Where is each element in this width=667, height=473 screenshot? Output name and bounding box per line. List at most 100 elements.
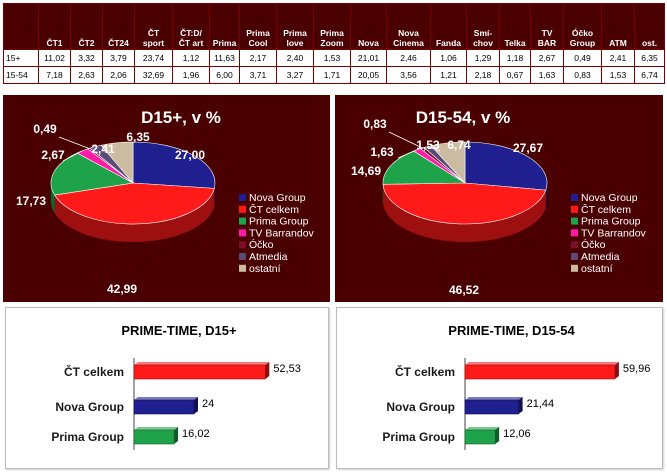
pie-slice xyxy=(50,152,134,196)
pie-leader-line xyxy=(58,136,90,149)
column-header: ČT:D/ ČT art xyxy=(172,3,210,50)
pie-data-label: 27,67 xyxy=(513,141,543,155)
pie-leader-line xyxy=(388,131,423,149)
column-header: Fanda xyxy=(430,3,467,50)
column-header: Telka xyxy=(499,3,531,50)
legend-label: Nova Group xyxy=(249,192,306,204)
column-header: ČT sport xyxy=(134,3,173,50)
pie-data-label: 6,74 xyxy=(447,138,471,152)
pie-data-label: 0,83 xyxy=(363,117,387,131)
bar-category-label: ČT celkem xyxy=(64,364,124,379)
table-corner xyxy=(3,3,39,50)
legend-swatch xyxy=(571,264,578,272)
legend-label: Atmedia xyxy=(249,251,288,263)
legend-label: Prima Group xyxy=(249,216,309,228)
bar-side-face xyxy=(194,397,198,414)
pie-slice xyxy=(464,141,548,191)
bar xyxy=(133,364,266,380)
pie-panel-d15plus: D15+, v % 27,00 42,99 17,73 2,67 0,49 2,41 6,35… xyxy=(3,95,330,302)
column-header: Prima Zoom xyxy=(313,3,351,50)
column-header: TV BAR xyxy=(530,3,564,50)
bar-category-label: Nova Group xyxy=(55,400,124,414)
pie-title: D15-54, v % xyxy=(416,108,511,127)
table-cell: 3,32 xyxy=(70,49,103,67)
table-cell: 2,63 xyxy=(70,66,103,84)
bar-panel-d15plus: PRIME-TIME, D15+ ČT celkem 52,53 Nova Group… xyxy=(5,307,329,469)
table-cell: 3,71 xyxy=(239,66,277,84)
share-table: ČT1 ČT2 ČT24 ČT sport ČT:D/ ČT art Prima Prima… xyxy=(3,3,665,84)
pie-slice xyxy=(382,182,547,225)
table-cell: 1,18 xyxy=(499,49,531,67)
column-header: ČT24 xyxy=(102,3,135,50)
table-cell: 23,74 xyxy=(134,49,173,67)
legend-swatch xyxy=(239,205,246,213)
bar-side-face xyxy=(174,427,179,444)
bar-data-label: 59,96 xyxy=(623,363,651,375)
bar-side-face xyxy=(265,362,270,379)
bar-data-label: 16,02 xyxy=(182,428,210,440)
bar xyxy=(464,399,519,415)
legend-label: ČT celkem xyxy=(249,203,299,216)
pie-data-label: 14,69 xyxy=(351,164,381,178)
bar-top-face xyxy=(465,427,500,430)
pie-data-label: 2,67 xyxy=(41,148,65,162)
table-cell: 1,53 xyxy=(313,49,351,67)
pie-slice xyxy=(54,182,215,225)
table-cell: 1,53 xyxy=(601,66,635,84)
bar-chart-d15-54: PRIME-TIME, D15-54 ČT celkem 59,96 Nova Gro… xyxy=(382,323,651,450)
legend-label: Prima Group xyxy=(581,216,641,228)
pie-data-label: 2,41 xyxy=(91,142,115,156)
bar-category-label: Nova Group xyxy=(386,400,455,414)
bar-chart-d15plus: PRIME-TIME, D15+ ČT celkem 52,53 Nova Group… xyxy=(51,323,301,450)
bar xyxy=(133,399,195,415)
bar xyxy=(464,429,496,445)
pie-data-label: 46,52 xyxy=(449,283,479,297)
legend-swatch xyxy=(239,264,246,272)
table-cell: 6,00 xyxy=(209,66,240,84)
table-cell: 2,18 xyxy=(466,66,500,84)
table-cell: 21,01 xyxy=(350,49,387,67)
pie-data-label: 0,49 xyxy=(33,122,57,136)
bar xyxy=(464,364,616,380)
table-cell: 1,29 xyxy=(466,49,500,67)
legend-label: ostatní xyxy=(581,263,613,275)
column-header: ost. xyxy=(634,3,665,50)
table-cell: 2,17 xyxy=(239,49,277,67)
table-cell: 1,06 xyxy=(430,49,467,67)
table-cell: 0,49 xyxy=(563,49,602,67)
bar-side-face xyxy=(614,362,619,379)
pie-data-label: 42,99 xyxy=(107,282,137,296)
table-cell: 7,18 xyxy=(38,66,71,84)
bar-chart-title: PRIME-TIME, D15-54 xyxy=(448,323,575,338)
table-cell: 1,63 xyxy=(530,66,564,84)
legend-label: Óčko xyxy=(581,238,606,251)
pie-chart-d15plus: D15+, v % 27,00 42,99 17,73 2,67 0,49 2,41 6,35… xyxy=(16,108,315,296)
bar-data-label: 24 xyxy=(202,398,214,410)
legend-label: Atmedia xyxy=(581,251,620,263)
pie-leader-line xyxy=(397,149,418,159)
table-cell: 2,41 xyxy=(601,49,635,67)
pie-chart-d15-54: D15-54, v %27,67 46,52 14,69 1,63 0,83 1,53 6,… xyxy=(351,108,647,297)
bar xyxy=(133,429,175,445)
column-header: Prima love xyxy=(276,3,314,50)
table-cell: 2,06 xyxy=(102,66,135,84)
pie-leader-line xyxy=(427,146,441,152)
legend-swatch xyxy=(571,217,578,225)
pie-data-label: 1,53 xyxy=(416,138,440,152)
column-header: ATM xyxy=(601,3,635,50)
table-cell: 11,02 xyxy=(38,49,71,67)
table-cell: 0,67 xyxy=(499,66,531,84)
column-header: ČT1 xyxy=(38,3,71,50)
bar-category-label: Prima Group xyxy=(51,430,124,444)
pie-slice xyxy=(132,141,216,189)
legend-swatch xyxy=(571,253,578,260)
table-cell: 2,67 xyxy=(530,49,564,67)
bar-panel-d15-54: PRIME-TIME, D15-54 ČT celkem 59,96 Nova Gro… xyxy=(336,307,663,469)
bar-side-face xyxy=(518,397,523,414)
legend-label: TV Barrandov xyxy=(581,227,647,239)
column-header: Óčko Group xyxy=(563,3,602,50)
bar-top-face xyxy=(134,427,179,430)
column-header: Smí-chov xyxy=(466,3,500,50)
pie-data-label: 27,00 xyxy=(175,148,205,162)
bar-data-label: 21,44 xyxy=(527,398,555,410)
